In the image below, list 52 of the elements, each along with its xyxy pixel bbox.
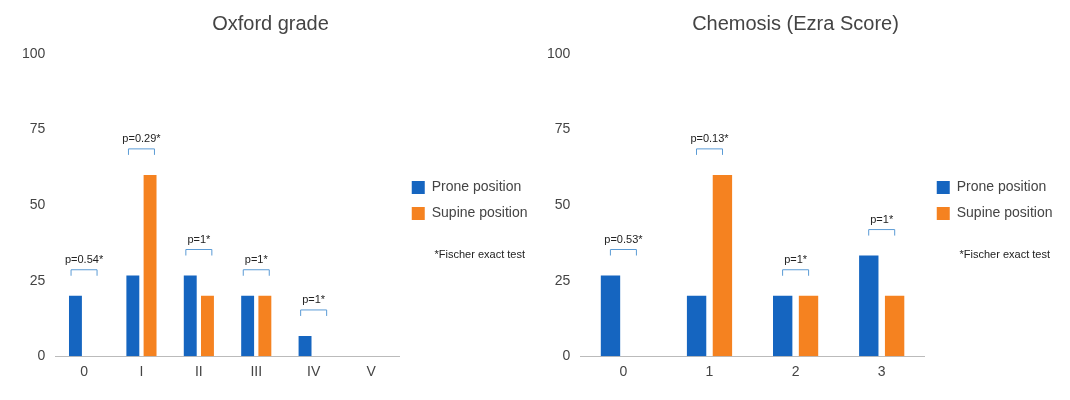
bar	[241, 295, 255, 357]
y-tick-label: 0	[562, 347, 571, 364]
x-tick-label: 2	[791, 363, 800, 380]
y-tick-label: 75	[29, 120, 46, 137]
y-tick-label: 25	[29, 271, 46, 288]
annotation: p=1*	[784, 253, 808, 266]
x-tick-label: II	[194, 363, 203, 380]
x-tick-label: III	[250, 363, 263, 380]
bar	[298, 335, 312, 357]
annotation: p=0.29*	[122, 132, 162, 145]
annotation: p=0.54*	[64, 253, 104, 266]
bar	[798, 295, 819, 357]
x-tick-label: 0	[80, 363, 89, 380]
legend-label: Supine position	[956, 204, 1053, 221]
text: *Fischer exact test	[434, 248, 525, 261]
legend-label: Prone position	[431, 178, 522, 195]
y-tick-label: 50	[554, 195, 571, 212]
y-tick-label: 50	[29, 195, 46, 212]
bar	[143, 174, 157, 357]
chart-title: Chemosis (Ezra Score)	[692, 11, 899, 34]
bar	[686, 295, 707, 357]
text: *Fischer exact test	[959, 248, 1050, 261]
y-tick-label: 75	[554, 120, 571, 137]
x-tick-label: IV	[307, 363, 321, 380]
legend-label: Supine position	[431, 204, 528, 221]
annotation: p=1*	[870, 213, 894, 226]
annotation: p=0.53*	[604, 233, 644, 246]
chart-title: Oxford grade	[212, 11, 329, 34]
bar	[258, 295, 272, 357]
legend-label: Prone position	[956, 178, 1047, 195]
annotation: p=0.13*	[690, 132, 730, 145]
bar	[201, 295, 214, 357]
bar	[68, 295, 82, 357]
bar	[712, 174, 733, 357]
bar	[773, 295, 793, 357]
x-tick-label: V	[366, 363, 377, 380]
x-tick-label: 1	[705, 363, 714, 380]
y-tick-label: 0	[37, 347, 46, 364]
bar	[183, 275, 197, 357]
y-tick-label: 100	[547, 44, 571, 61]
x-tick-label: 3	[877, 363, 886, 380]
x-tick-label: 0	[619, 363, 628, 380]
bar	[600, 275, 621, 357]
bar	[884, 295, 905, 357]
annotation: p=1*	[187, 233, 212, 246]
x-tick-label: I	[139, 363, 144, 380]
annotation: p=1*	[302, 293, 326, 306]
y-tick-label: 100	[22, 44, 46, 61]
y-tick-label: 25	[554, 271, 571, 288]
bar	[859, 255, 879, 357]
annotation: p=1*	[244, 253, 269, 266]
bar	[126, 275, 140, 357]
